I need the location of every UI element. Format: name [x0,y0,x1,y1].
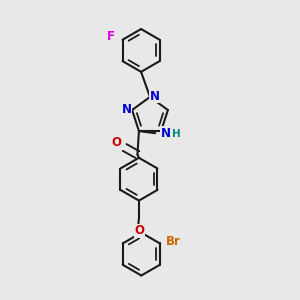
Text: H: H [172,129,180,139]
Text: Br: Br [166,236,181,248]
Text: N: N [150,90,160,103]
Text: N: N [122,103,132,116]
Text: O: O [134,224,144,238]
Text: N: N [161,127,171,140]
Text: O: O [111,136,121,149]
Text: F: F [107,30,115,43]
